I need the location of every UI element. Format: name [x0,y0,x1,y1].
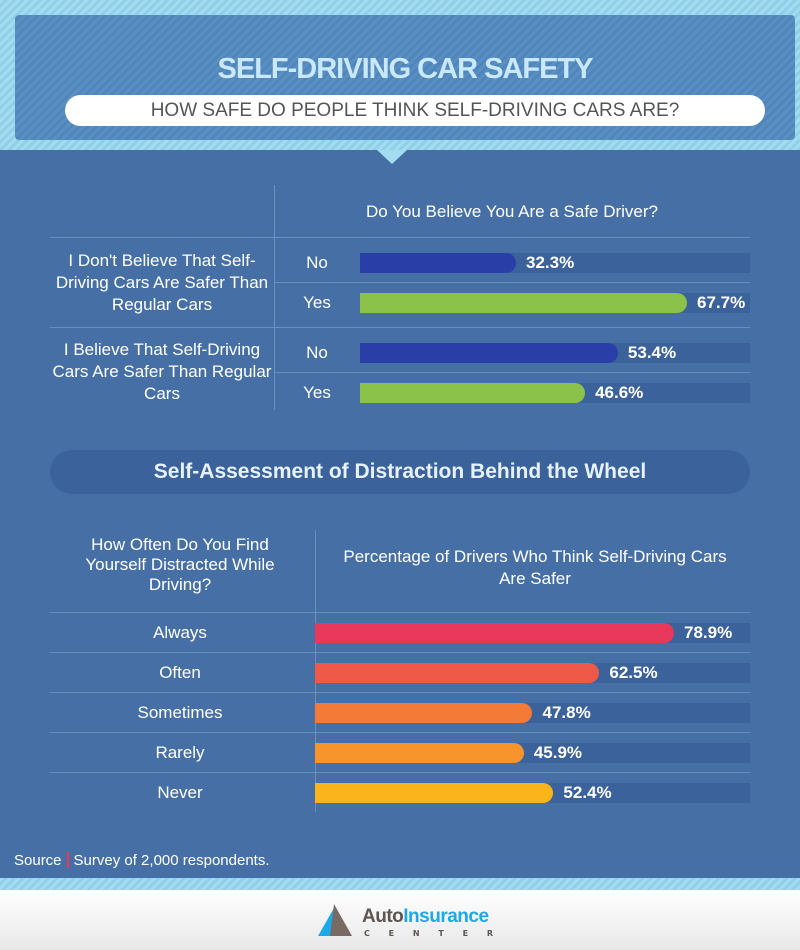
page-subtitle: HOW SAFE DO PEOPLE THINK SELF-DRIVING CA… [65,95,765,126]
divider [50,237,750,238]
category-label: Rarely [155,743,205,762]
bar-no [360,343,618,363]
divider [50,652,750,653]
autoinsurance-logo: AutoInsurance C E N T E R [318,902,518,942]
column-header: Percentage of Drivers Who Think Self-Dri… [343,547,727,588]
source-note: Source Survey of 2,000 respondents. [14,852,270,869]
divider [274,185,275,410]
chart1-title: Do You Believe You Are a Safe Driver? [365,202,659,221]
category-label: No [306,343,328,362]
divider [50,612,750,613]
footer: AutoInsurance C E N T E R [0,890,800,950]
bar-yes [360,383,586,403]
logo-auto: Auto [362,906,404,927]
divider [50,772,750,773]
divider [274,372,750,373]
divider [50,732,750,733]
category-label: Sometimes [137,703,223,722]
page-title: SELF-DRIVING CAR SAFETY [217,53,594,85]
header-banner: SELF-DRIVING CAR SAFETY HOW SAFE DO PEOP… [0,0,800,150]
category-label: Yes [303,293,331,312]
section-title: Self-Assessment of Distraction Behind th… [50,450,750,494]
logo-mountain-icon [318,904,352,936]
bar-often [315,663,600,683]
bar-rarely [315,743,524,763]
group-label: I Don't Believe That Self-Driving Cars A… [55,251,269,314]
row-header: How Often Do You Find Yourself Distracte… [85,535,275,594]
bar-never [315,783,554,803]
category-label: No [306,253,328,272]
divider [274,282,750,283]
value-label: 32.3% [526,253,575,272]
category-label: Always [153,623,207,642]
separator [66,852,69,868]
logo-insurance: Insurance [403,906,489,927]
logo-center: C E N T E R [364,929,502,938]
bar-always [315,623,674,643]
group-label: I Believe That Self-Driving Cars Are Saf… [52,340,272,403]
value-label: 62.5% [609,663,658,682]
category-label: Never [157,783,203,802]
divider [50,327,750,328]
pointer-notch [377,150,407,164]
value-label: 46.6% [595,383,644,402]
bar-no [360,253,516,273]
source-label: Source [14,852,62,869]
value-label: 67.7% [696,293,746,312]
value-label: 78.9% [683,623,733,642]
bottom-stripe [0,878,800,890]
value-label: 52.4% [563,783,612,802]
value-label: 45.9% [533,743,583,762]
divider [50,692,750,693]
bar-sometimes [315,703,533,723]
value-label: 47.8% [542,703,591,722]
category-label: Often [159,663,201,682]
source-text: Survey of 2,000 respondents. [73,852,270,869]
value-label: 53.4% [627,343,677,362]
header-box: SELF-DRIVING CAR SAFETY HOW SAFE DO PEOP… [15,15,795,140]
bar-yes [360,293,687,313]
category-label: Yes [303,383,331,402]
